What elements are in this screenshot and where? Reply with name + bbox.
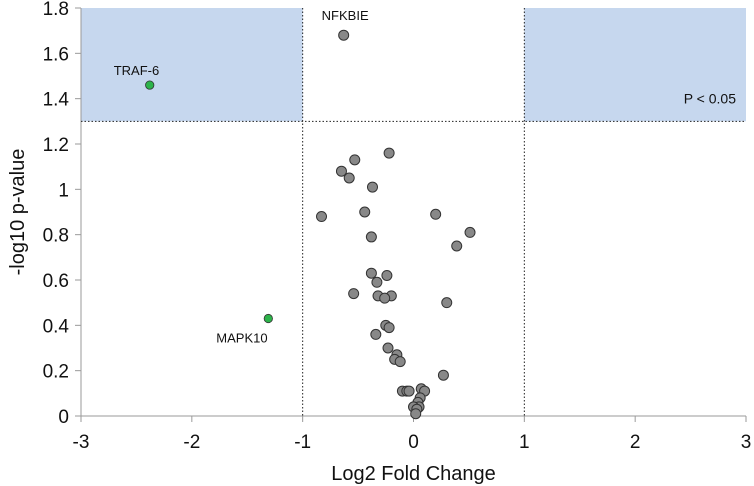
point-label: TRAF-6 bbox=[114, 63, 160, 78]
data-point bbox=[365, 231, 377, 243]
y-tick-label: 1 bbox=[58, 180, 69, 201]
x-tick-label: 0 bbox=[408, 432, 419, 453]
threshold-lines bbox=[81, 8, 746, 416]
y-tick-label: 1.8 bbox=[43, 0, 69, 20]
data-point-highlighted bbox=[263, 313, 273, 324]
x-tick-label: -2 bbox=[183, 432, 200, 453]
y-tick-label: 0.2 bbox=[43, 362, 69, 383]
data-point bbox=[316, 211, 328, 223]
x-tick-label: -3 bbox=[73, 432, 90, 453]
point-labels: NFKBIE TRAF-6 MAPK10 bbox=[114, 8, 369, 345]
data-point bbox=[379, 292, 391, 304]
x-axis-title: Log2 Fold Change bbox=[331, 463, 496, 485]
data-point bbox=[371, 276, 383, 288]
y-tick-label: 0.4 bbox=[43, 316, 70, 337]
data-point bbox=[464, 226, 476, 238]
point-label: NFKBIE bbox=[322, 8, 369, 23]
data-point bbox=[383, 147, 395, 159]
axes: -3 -2 -1 0 1 2 3 0 0.2 0.4 0.6 0.8 1 1.2 1.4 1.6 1.8 bbox=[43, 0, 752, 453]
data-point bbox=[365, 267, 377, 279]
y-tick-label: 1.6 bbox=[43, 44, 69, 65]
data-point bbox=[403, 385, 415, 397]
data-point bbox=[441, 297, 453, 309]
data-point bbox=[359, 206, 371, 218]
data-point bbox=[430, 208, 442, 220]
data-point-highlighted bbox=[145, 80, 155, 90]
y-tick-label: 1.4 bbox=[43, 90, 70, 111]
data-point bbox=[343, 172, 355, 184]
data-point bbox=[366, 181, 378, 193]
data-point bbox=[451, 240, 463, 252]
data-point bbox=[383, 322, 395, 334]
data-point bbox=[335, 165, 347, 177]
x-tick-label: 2 bbox=[630, 432, 641, 453]
x-tick-label: 3 bbox=[741, 432, 752, 453]
data-point bbox=[437, 369, 449, 381]
data-point bbox=[381, 269, 393, 281]
y-tick-label: 0 bbox=[58, 407, 69, 428]
y-tick-label: 1.2 bbox=[43, 135, 69, 156]
significance-regions bbox=[81, 8, 746, 122]
data-point bbox=[410, 408, 422, 420]
point-label: MAPK10 bbox=[216, 331, 267, 346]
x-tick-label: -1 bbox=[294, 432, 311, 453]
p-value-threshold-label: P < 0.05 bbox=[684, 90, 737, 106]
data-points bbox=[145, 29, 476, 420]
y-axis-title: -log10 p-value bbox=[7, 149, 29, 276]
x-tick-label: 1 bbox=[519, 432, 530, 453]
y-tick-label: 0.6 bbox=[43, 271, 69, 292]
data-point bbox=[370, 328, 382, 340]
y-tick-label: 0.8 bbox=[43, 226, 69, 247]
data-point-annotated bbox=[338, 29, 350, 41]
data-point bbox=[349, 154, 361, 166]
data-point bbox=[348, 288, 360, 300]
significant-region-right bbox=[524, 8, 746, 122]
significant-region-left bbox=[81, 8, 303, 122]
data-point bbox=[382, 342, 394, 354]
data-point bbox=[394, 356, 406, 368]
